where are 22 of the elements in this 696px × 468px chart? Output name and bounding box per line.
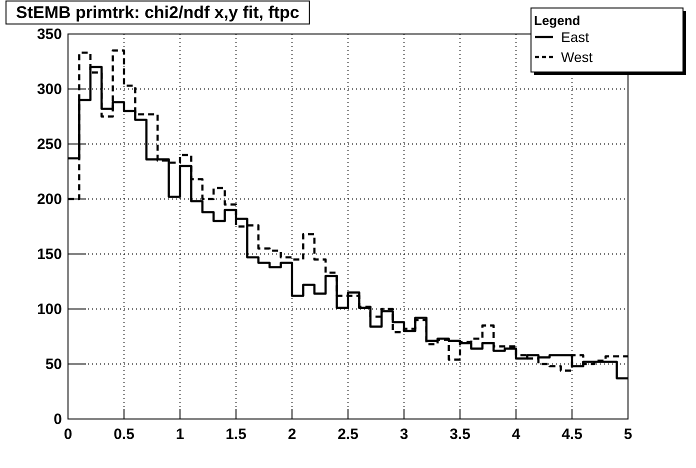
- x-tick-label: 2.5: [338, 426, 358, 443]
- y-tick-label: 200: [36, 190, 62, 208]
- y-tick-label: 0: [54, 410, 62, 428]
- legend-label: West: [561, 49, 593, 65]
- x-tick-label: 4.5: [562, 426, 582, 443]
- y-tick-label: 250: [36, 136, 62, 153]
- x-tick-label: 0.5: [114, 426, 134, 443]
- x-tick-label: 1: [176, 426, 184, 443]
- y-tick-label: 50: [45, 356, 62, 373]
- x-tick-label: 3.5: [450, 426, 470, 443]
- chart-title: StEMB primtrk: chi2/ndf x,y fit, ftpc: [16, 3, 300, 22]
- x-tick-label: 2: [288, 426, 296, 443]
- x-tick-label: 1.5: [226, 426, 246, 443]
- y-tick-label: 300: [36, 80, 62, 98]
- x-tick-label: 5: [624, 426, 632, 443]
- y-tick-label: 350: [36, 26, 62, 43]
- x-tick-label: 3: [400, 426, 408, 443]
- x-tick-label: 4: [512, 426, 521, 443]
- legend-label: East: [561, 29, 590, 45]
- y-tick-label: 150: [36, 246, 62, 263]
- y-tick-label: 100: [36, 300, 62, 318]
- legend-title: Legend: [534, 13, 580, 28]
